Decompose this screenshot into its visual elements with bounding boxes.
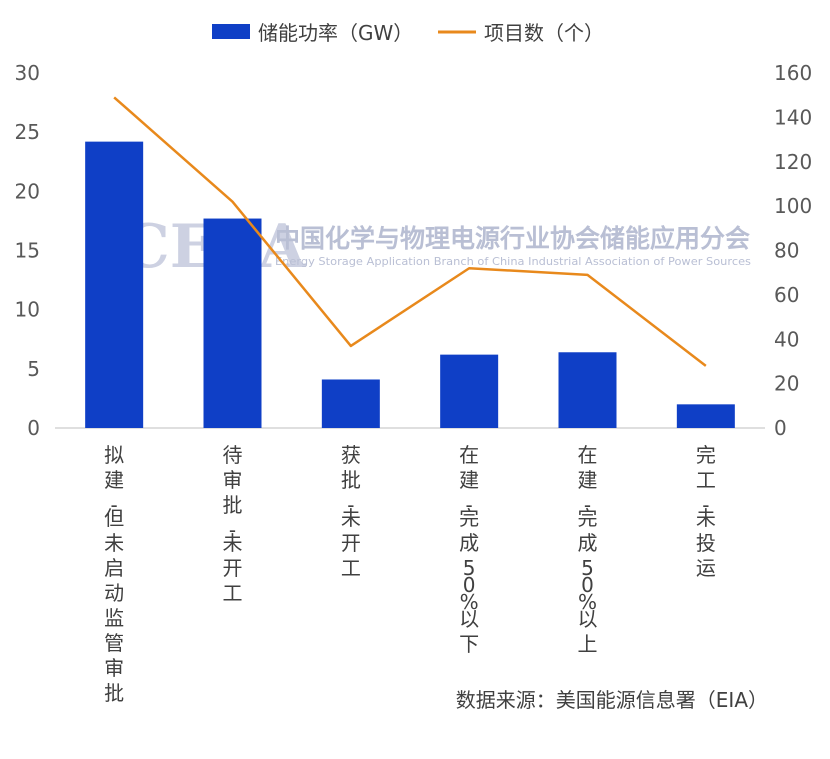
category-label: 获批-未开工 [341, 443, 361, 580]
y-right-tick-label: 60 [774, 283, 799, 307]
watermark-subtitle: Energy Storage Application Branch of Chi… [275, 255, 751, 268]
y-left-tick-label: 20 [15, 179, 40, 203]
bar [321, 379, 380, 428]
axes: 0 5 10 15 20 25 30 0 20 40 60 80 100 120 140 160 [15, 61, 813, 440]
category-label: 在建-完成 5 0 %以下 [459, 443, 479, 656]
category-label: 在建-完成 5 0 %以上 [578, 443, 598, 656]
y-left-tick-label: 25 [15, 120, 40, 144]
bar [558, 352, 617, 428]
bar [85, 141, 144, 428]
y-right-tick-label: 40 [774, 327, 799, 351]
y-left-tick-label: 10 [15, 298, 40, 322]
bar-series [85, 141, 735, 428]
y-right-tick-label: 80 [774, 239, 799, 263]
legend: 储能功率（GW） 项目数（个） [212, 21, 604, 45]
y-right-tick-label: 160 [774, 61, 812, 85]
bar [203, 218, 262, 428]
category-label: 完工-未投运 [696, 443, 716, 580]
legend-bar-label: 储能功率（GW） [258, 21, 413, 45]
category-label: 待审批-未开工 [223, 443, 243, 605]
y-right-tick-label: 0 [774, 416, 787, 440]
bar [676, 404, 735, 428]
y-left-tick-label: 5 [27, 357, 40, 381]
category-label: 拟建-但未启动监管审批 [104, 443, 124, 705]
legend-line-label: 项目数（个） [484, 21, 604, 45]
y-right-tick-label: 100 [774, 194, 812, 218]
source-note: 数据来源：美国能源信息署（EIA） [455, 688, 768, 712]
bar [440, 354, 499, 428]
y-right-tick-label: 140 [774, 105, 812, 129]
legend-bar-swatch [212, 24, 250, 39]
category-labels: 拟建-但未启动监管审批 待审批-未开工 获批-未开工 在建-完成 5 0 %以下 在建-完成 5… [104, 443, 716, 705]
y-left-tick-label: 30 [15, 61, 40, 85]
line-path [113, 96, 707, 367]
watermark-title: 中国化学与物理电源行业协会储能应用分会 [275, 224, 750, 253]
y-right-tick-label: 20 [774, 372, 799, 396]
line-series [113, 96, 707, 367]
y-left-tick-label: 15 [15, 239, 40, 263]
y-left-tick-label: 0 [27, 416, 40, 440]
y-right-tick-label: 120 [774, 150, 812, 174]
